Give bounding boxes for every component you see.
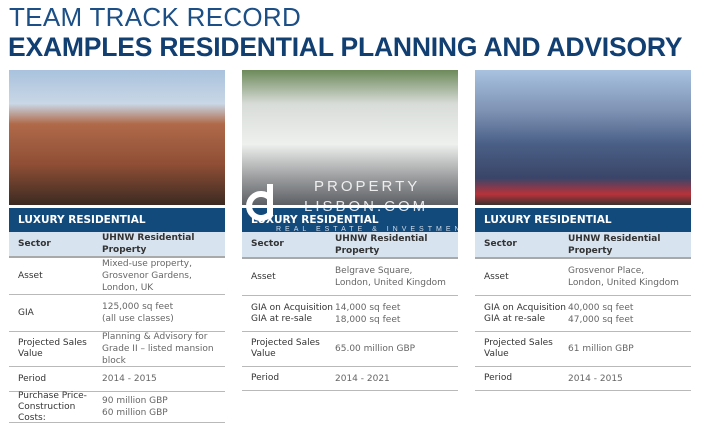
table-row: Projected Sales Value Planning & Advisory… xyxy=(9,332,225,367)
project-card: LUXURY RESIDENTIAL Sector UHNW Residential… xyxy=(9,70,225,423)
table-row: GIA on Acquisition GIA at re-sale 40,000 … xyxy=(475,296,691,332)
row-label: Asset xyxy=(18,270,43,281)
row-label: Sector xyxy=(18,238,51,249)
row-value: Grosvenor Place, London, United Kingdom xyxy=(568,266,679,288)
table-row: Period 2014 - 2021 xyxy=(242,367,458,391)
table-row: Asset Grosvenor Place, London, United Kin… xyxy=(475,259,691,296)
row-label: GIA on Acquisition GIA at re-sale xyxy=(484,302,567,324)
row-value: Planning & Advisory for Grade II – liste… xyxy=(102,332,214,366)
row-value: 2014 - 2015 xyxy=(568,373,623,384)
row-label: Projected Sales Value xyxy=(18,338,87,359)
row-value: UHNW Residential Property xyxy=(102,233,195,255)
building-photo xyxy=(9,70,225,205)
row-label: Period xyxy=(251,373,280,383)
table-row: GIA on Acquisition GIA at re-sale 14,000 … xyxy=(242,296,458,332)
project-card: LUXURY RESIDENTIAL Sector UHNW Residential… xyxy=(475,70,691,391)
row-label: Projected Sales Value xyxy=(251,338,320,359)
row-value: 90 million GBP 60 million GBP xyxy=(102,396,168,418)
row-label: Period xyxy=(484,373,513,383)
category-header: LUXURY RESIDENTIAL xyxy=(9,208,225,232)
row-label: Asset xyxy=(484,271,509,282)
table-row: Purchase Price- Construction Costs: 90 mi… xyxy=(9,390,225,423)
row-value: UHNW Residential Property xyxy=(568,233,661,256)
table-row: Asset Mixed-use property, Grosvenor Garde… xyxy=(9,258,225,295)
building-photo xyxy=(242,70,458,205)
row-label: Asset xyxy=(251,271,276,282)
row-label: Sector xyxy=(251,239,284,249)
project-card: LUXURY RESIDENTIAL Sector UHNW Residential… xyxy=(242,70,458,391)
table-row: Projected Sales Value 65.00 million GBP xyxy=(242,332,458,367)
table-row: Projected Sales Value 61 million GBP xyxy=(475,332,691,367)
category-header: LUXURY RESIDENTIAL xyxy=(475,208,691,232)
row-value: 61 million GBP xyxy=(568,344,634,354)
table-row: Period 2014 - 2015 xyxy=(475,367,691,391)
table-row: GIA 125,000 sq feet (all use classes) xyxy=(9,295,225,332)
row-value: 14,000 sq feet 18,000 sq feet xyxy=(335,302,401,325)
title-line-2: EXAMPLES RESIDENTIAL PLANNING AND ADVISO… xyxy=(8,32,683,62)
table-row: Sector UHNW Residential Property xyxy=(242,232,458,259)
category-header: LUXURY RESIDENTIAL xyxy=(242,208,458,232)
row-label: GIA on Acquisition GIA at re-sale xyxy=(251,302,334,324)
building-photo xyxy=(475,70,691,205)
row-value: 2014 - 2015 xyxy=(102,374,157,384)
table-row: Asset Belgrave Square, London, United Kin… xyxy=(242,259,458,296)
row-value: UHNW Residential Property xyxy=(335,233,428,256)
title-line-1: TEAM TRACK RECORD xyxy=(9,2,302,32)
row-value: Belgrave Square, London, United Kingdom xyxy=(335,266,446,288)
row-value: 65.00 million GBP xyxy=(335,344,416,354)
row-label: Purchase Price- Construction Costs: xyxy=(18,390,87,423)
row-label: Projected Sales Value xyxy=(484,338,553,359)
row-label: Sector xyxy=(484,239,517,249)
table-row: Period 2014 - 2015 xyxy=(9,367,225,392)
row-value: Mixed-use property, Grosvenor Gardens, L… xyxy=(102,259,192,293)
row-value: 125,000 sq feet (all use classes) xyxy=(102,302,174,324)
row-label: GIA xyxy=(18,307,34,318)
table-row: Sector UHNW Residential Property xyxy=(475,232,691,259)
row-label: Period xyxy=(18,373,47,384)
row-value: 2014 - 2021 xyxy=(335,373,390,384)
table-row: Sector UHNW Residential Property xyxy=(9,232,225,258)
row-value: 40,000 sq feet 47,000 sq feet xyxy=(568,302,634,325)
